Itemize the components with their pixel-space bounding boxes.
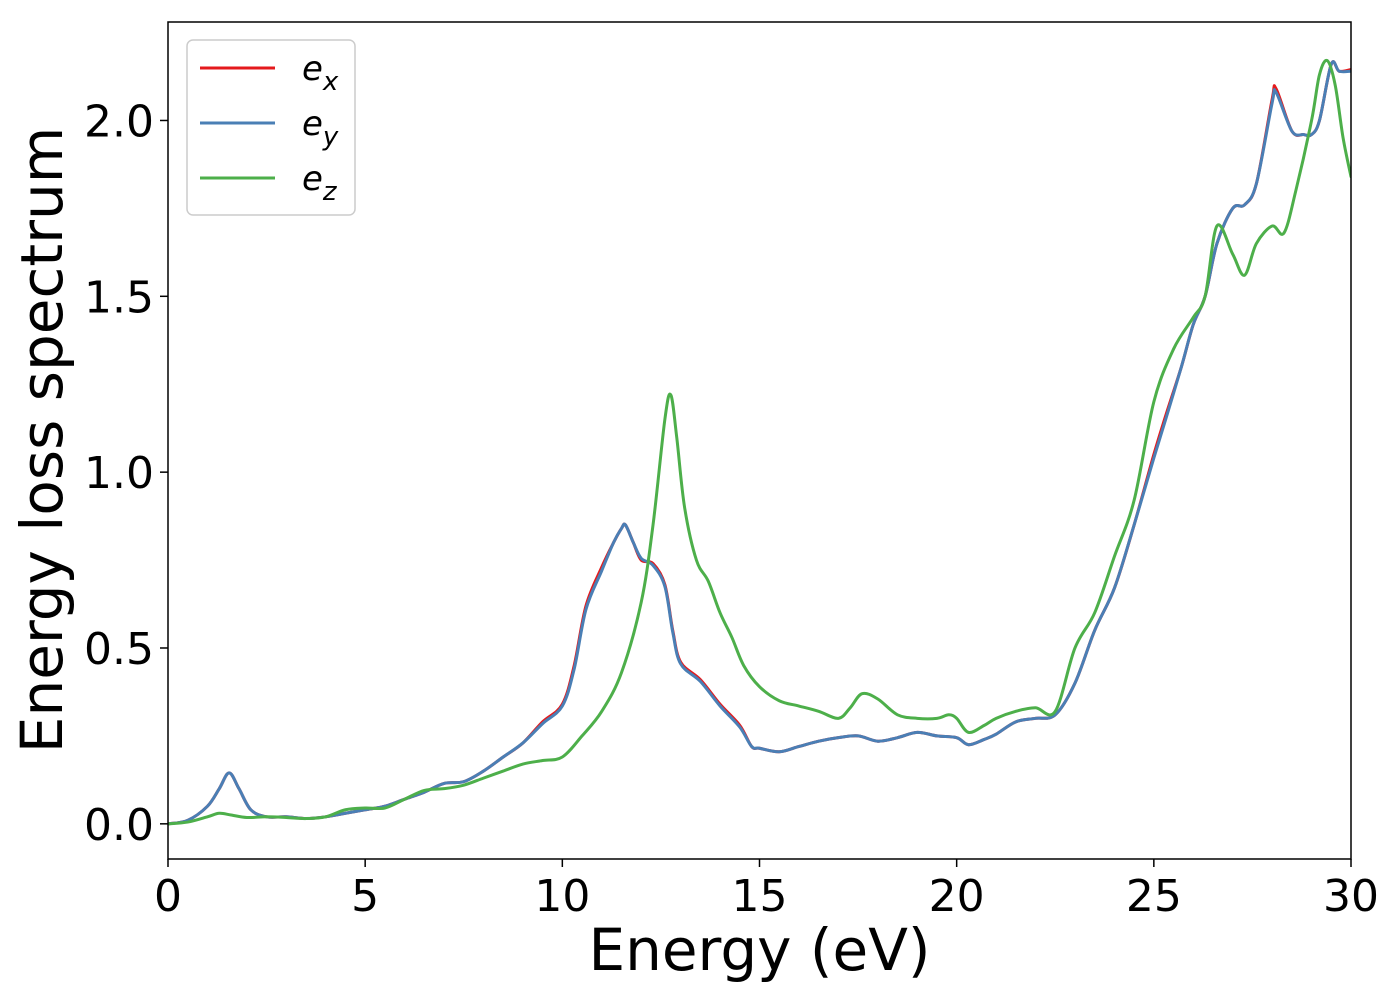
legend-label-x: ex bbox=[302, 49, 339, 97]
series-lines bbox=[168, 58, 1351, 826]
x-tick-label: 25 bbox=[1126, 871, 1182, 922]
x-tick-label: 20 bbox=[929, 871, 985, 922]
x-axis-label: Energy (eV) bbox=[588, 916, 930, 984]
x-tick-label: 30 bbox=[1323, 871, 1379, 922]
legend-box bbox=[186, 39, 356, 216]
x-tick-label: 10 bbox=[534, 871, 590, 922]
y-axis-label: Energy loss spectrum bbox=[8, 127, 76, 753]
x-tick-label: 15 bbox=[732, 871, 788, 922]
y-tick-label: 1.5 bbox=[84, 272, 154, 323]
x-tick-label: 0 bbox=[154, 871, 182, 922]
y-tick-label: 0.5 bbox=[84, 624, 154, 675]
x-tick-label: 5 bbox=[351, 871, 379, 922]
legend: ex ey ez bbox=[186, 39, 356, 216]
y-tick-label: 1.0 bbox=[84, 448, 154, 499]
x-axis-ticks: 0 5 10 15 20 25 30 bbox=[154, 859, 1379, 922]
y-axis-ticks: 0.0 0.5 1.0 1.5 2.0 bbox=[84, 96, 168, 851]
legend-label-y: ey bbox=[302, 104, 339, 152]
y-tick-label: 0.0 bbox=[84, 800, 154, 851]
series-line-z bbox=[168, 58, 1351, 826]
legend-label-z: ez bbox=[302, 159, 338, 207]
y-tick-label: 2.0 bbox=[84, 96, 154, 147]
